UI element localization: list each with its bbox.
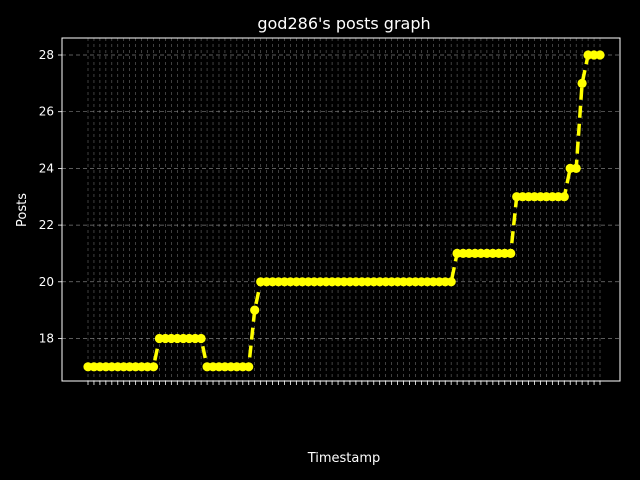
y-tick-label: 18 (39, 331, 54, 345)
data-point (196, 333, 206, 344)
x-axis-ticks (87, 381, 601, 385)
chart-title: god286's posts graph (257, 14, 430, 33)
y-tick-label: 26 (39, 105, 54, 119)
data-point (595, 50, 605, 60)
series-posts (83, 50, 605, 372)
y-axis-label: Posts (15, 193, 30, 227)
y-axis-ticks: 18 20 22 24 26 28 (39, 48, 62, 345)
data-point (250, 305, 260, 315)
plot-area-frame (61, 37, 621, 382)
data-point (506, 248, 516, 258)
grid (62, 38, 620, 381)
data-point (571, 163, 581, 173)
x-axis-label: Timestamp (307, 451, 381, 466)
data-point (446, 277, 456, 287)
data-point (577, 78, 587, 88)
y-tick-label: 28 (39, 48, 54, 62)
data-point (244, 362, 254, 372)
data-point (148, 362, 159, 372)
y-tick-label: 24 (39, 161, 54, 175)
y-tick-label: 20 (39, 275, 54, 289)
y-tick-label: 22 (39, 218, 54, 232)
data-point (559, 192, 569, 202)
